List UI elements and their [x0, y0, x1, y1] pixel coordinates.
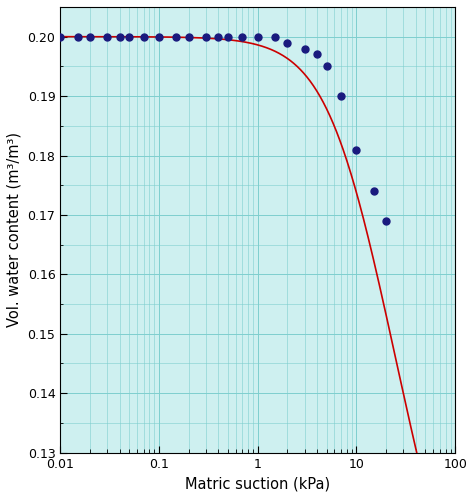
Point	[202, 33, 210, 41]
Point	[283, 39, 291, 47]
Point	[353, 145, 360, 153]
Point	[313, 50, 321, 58]
Point	[56, 33, 64, 41]
Point	[224, 33, 232, 41]
Point	[103, 33, 111, 41]
Point	[370, 187, 378, 195]
X-axis label: Matric suction (kPa): Matric suction (kPa)	[185, 476, 330, 491]
Point	[254, 33, 262, 41]
Point	[271, 33, 279, 41]
Point	[323, 62, 330, 70]
Point	[126, 33, 133, 41]
Point	[86, 33, 94, 41]
Point	[74, 33, 82, 41]
Point	[173, 33, 180, 41]
Point	[215, 33, 222, 41]
Point	[116, 33, 123, 41]
Point	[155, 33, 163, 41]
Point	[238, 33, 246, 41]
Point	[185, 33, 192, 41]
Point	[301, 44, 309, 52]
Y-axis label: Vol. water content (m³/m³): Vol. water content (m³/m³)	[7, 132, 22, 327]
Point	[140, 33, 147, 41]
Point	[383, 217, 390, 225]
Point	[337, 92, 345, 100]
